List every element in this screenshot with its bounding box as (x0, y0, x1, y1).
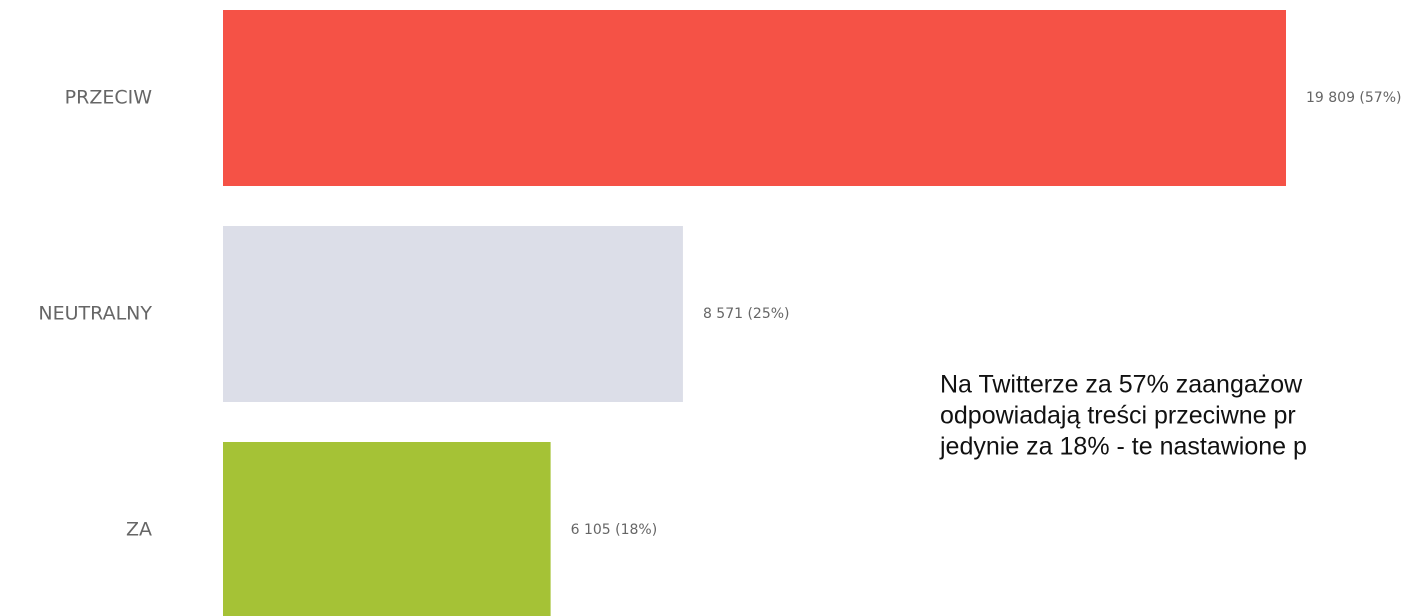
annotation-line: odpowiadają treści przeciwne pr (940, 402, 1296, 430)
bar (223, 442, 551, 616)
annotation-line: jedynie za 18% - te nastawione p (939, 433, 1307, 461)
category-label: NEUTRALNY (38, 303, 152, 325)
bar (223, 226, 683, 402)
category-label: ZA (126, 519, 152, 541)
value-label: 6 105 (18%) (571, 522, 658, 538)
category-label: PRZECIW (65, 87, 153, 109)
annotation-line: Na Twitterze za 57% zaangażow (940, 371, 1303, 399)
value-label: 8 571 (25%) (703, 306, 790, 322)
bar (223, 10, 1286, 186)
value-label: 19 809 (57%) (1306, 90, 1401, 106)
